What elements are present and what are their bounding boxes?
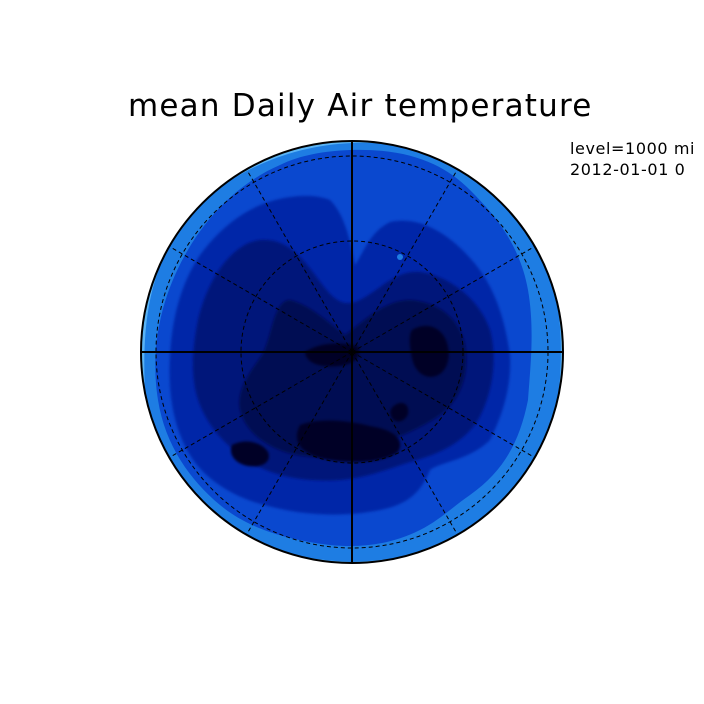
contour-spot-light [397,254,403,260]
meridian-150 [351,351,458,535]
contour-band-darkest-east-small [390,402,409,422]
main-axes [141,141,563,563]
meridian-330 [246,169,353,353]
contour-band-darkest-center [305,343,360,367]
meridian-30 [351,169,458,353]
map-title: mean Daily Air temperature [128,88,593,124]
temperature-field [141,141,563,563]
meridians [169,169,535,535]
map-boundary [140,140,564,564]
meridian-240 [169,351,353,458]
date-label: 2012-01-01 0 [570,160,686,179]
meridian-300 [169,246,353,353]
contour-band-darkest-southwest [230,441,269,467]
meridian-120 [351,351,535,458]
map-metadata: level=1000 mi 2012-01-01 0 [570,138,704,180]
contour-band-darkest-south [296,420,401,462]
level-label: level=1000 mi [570,139,696,158]
meridian-210 [246,351,353,535]
meridian-60 [351,246,535,353]
